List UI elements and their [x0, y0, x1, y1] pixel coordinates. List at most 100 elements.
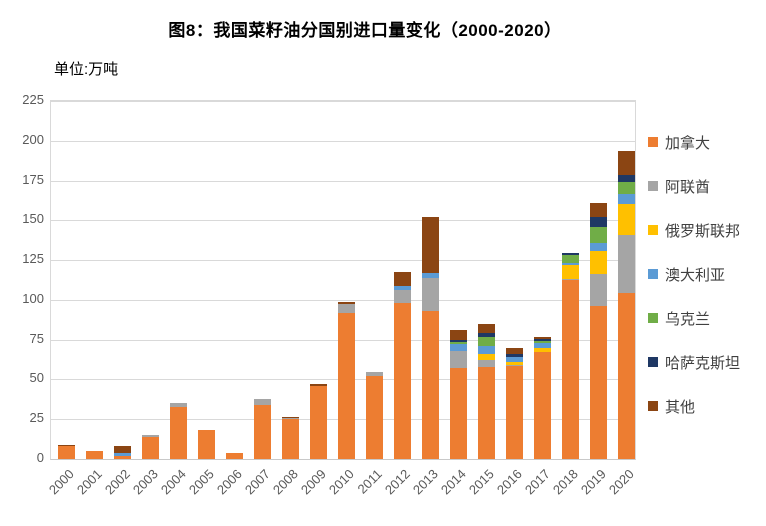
- bar-segment-2017-加拿大: [533, 352, 551, 459]
- bar-2011: [365, 371, 383, 459]
- bar-segment-2016-澳大利亚: [505, 357, 523, 362]
- bar-segment-2011-阿联酋: [365, 371, 383, 377]
- bar-segment-2016-其他: [505, 347, 523, 355]
- bar-segment-2018-加拿大: [561, 280, 579, 459]
- bar-segment-2020-阿联酋: [617, 235, 635, 293]
- y-tick-label-225: 225: [22, 92, 44, 107]
- bar-segment-2014-其他: [449, 330, 467, 340]
- bar-segment-2015-阿联酋: [477, 360, 495, 367]
- bar-2013: [421, 217, 439, 459]
- bar-segment-2013-阿联酋: [421, 277, 439, 312]
- bar-segment-2018-俄罗斯联邦: [561, 264, 579, 280]
- y-tick-label-125: 125: [22, 251, 44, 267]
- legend-item-加拿大: 加拿大: [648, 120, 740, 164]
- y-tick-label-100: 100: [22, 290, 44, 306]
- bar-segment-2003-阿联酋: [141, 435, 159, 437]
- bar-2009: [309, 384, 327, 459]
- legend-item-俄罗斯联邦: 俄罗斯联邦: [648, 208, 740, 252]
- gridline-225: [51, 101, 635, 102]
- bar-segment-2020-澳大利亚: [617, 194, 635, 204]
- bar-segment-2019-哈萨克斯坦: [589, 217, 607, 227]
- bar-segment-2019-乌克兰: [589, 226, 607, 243]
- bar-segment-2010-其他: [337, 301, 355, 304]
- bar-2018: [561, 253, 579, 459]
- legend-swatch-哈萨克斯坦: [648, 357, 658, 367]
- legend-item-澳大利亚: 澳大利亚: [648, 252, 740, 296]
- bar-segment-2008-阿联酋: [281, 418, 299, 420]
- bar-segment-2006-加拿大: [225, 452, 243, 459]
- bar-segment-2015-哈萨克斯坦: [477, 333, 495, 337]
- bar-segment-2013-澳大利亚: [421, 272, 439, 278]
- legend-swatch-加拿大: [648, 137, 658, 147]
- bar-segment-2012-澳大利亚: [393, 286, 411, 291]
- bar-segment-2012-哈萨克斯坦: [393, 285, 411, 287]
- legend-label-乌克兰: 乌克兰: [665, 310, 711, 328]
- chart-title: 图8：我国菜籽油分国别进口量变化（2000-2020）: [168, 21, 562, 40]
- bar-segment-2019-其他: [589, 202, 607, 218]
- gridline-125: [51, 260, 635, 262]
- bar-segment-2009-加拿大: [309, 385, 327, 459]
- bar-segment-2004-阿联酋: [169, 403, 187, 408]
- bar-2010: [337, 301, 355, 459]
- bar-segment-2014-乌克兰: [449, 342, 467, 345]
- bar-2002: [113, 446, 131, 459]
- bar-segment-2016-哈萨克斯坦: [505, 354, 523, 358]
- bar-segment-2020-其他: [617, 151, 635, 176]
- bar-segment-2019-澳大利亚: [589, 242, 607, 251]
- bar-segment-2014-加拿大: [449, 368, 467, 459]
- bar-2004: [169, 403, 187, 459]
- y-tick-label-50: 50: [29, 370, 44, 386]
- bar-segment-2012-阿联酋: [393, 290, 411, 304]
- bar-segment-2018-阿联酋: [561, 279, 579, 280]
- bar-segment-2002-其他: [113, 446, 131, 453]
- legend-item-阿联酋: 阿联酋: [648, 164, 740, 208]
- legend-label-澳大利亚: 澳大利亚: [665, 266, 726, 284]
- bar-segment-2012-其他: [393, 272, 411, 286]
- bar-2005: [197, 430, 215, 459]
- bar-segment-2008-加拿大: [281, 419, 299, 459]
- legend-swatch-俄罗斯联邦: [648, 225, 658, 235]
- y-tick-label-175: 175: [22, 171, 44, 187]
- x-axis: 2000 2001 2002 2003 2004 2005 2006 2007 2008 2009…: [46, 461, 640, 523]
- legend-label-其他: 其他: [665, 398, 696, 416]
- legend-item-乌克兰: 乌克兰: [648, 296, 740, 340]
- legend-swatch-其他: [648, 401, 658, 411]
- bar-segment-2017-其他: [533, 337, 551, 339]
- bar-segment-2000-其他: [57, 444, 75, 446]
- legend: 加拿大 阿联酋 俄罗斯联邦澳大利亚乌克兰哈萨克斯坦其他: [648, 120, 740, 428]
- bar-segment-2002-加拿大: [113, 455, 131, 459]
- gridline-200: [51, 140, 635, 142]
- bar-2016: [505, 347, 523, 459]
- bar-segment-2015-俄罗斯联邦: [477, 354, 495, 361]
- y-tick-label-200: 200: [22, 131, 44, 147]
- bar-segment-2019-阿联酋: [589, 274, 607, 307]
- legend-label-哈萨克斯坦: 哈萨克斯坦: [665, 354, 741, 372]
- bar-2006: [225, 452, 243, 459]
- bar-2003: [141, 435, 159, 459]
- bar-2019: [589, 202, 607, 459]
- bar-segment-2014-澳大利亚: [449, 344, 467, 351]
- bar-2014: [449, 330, 467, 459]
- bar-2000: [57, 444, 75, 459]
- bar-segment-2018-澳大利亚: [561, 262, 579, 265]
- bar-segment-2000-加拿大: [57, 446, 75, 459]
- bar-segment-2020-加拿大: [617, 292, 635, 459]
- bar-segment-2004-加拿大: [169, 407, 187, 459]
- bar-segment-2016-加拿大: [505, 365, 523, 459]
- bar-segment-2010-加拿大: [337, 312, 355, 459]
- bar-2017: [533, 337, 551, 459]
- bar-segment-2007-阿联酋: [253, 398, 271, 405]
- bar-2008: [281, 416, 299, 459]
- bar-segment-2013-加拿大: [421, 311, 439, 459]
- bar-2007: [253, 398, 271, 459]
- bar-segment-2018-哈萨克斯坦: [561, 253, 579, 256]
- bar-segment-2019-俄罗斯联邦: [589, 250, 607, 275]
- legend-item-哈萨克斯坦: 哈萨克斯坦: [648, 340, 740, 384]
- bar-segment-2013-其他: [421, 217, 439, 273]
- bar-segment-2020-哈萨克斯坦: [617, 175, 635, 183]
- bar-segment-2017-俄罗斯联邦: [533, 348, 551, 353]
- bar-segment-2003-加拿大: [141, 436, 159, 459]
- bar-segment-2017-澳大利亚: [533, 342, 551, 349]
- legend-swatch-澳大利亚: [648, 269, 658, 279]
- unit-label: 单位:万吨: [54, 61, 119, 78]
